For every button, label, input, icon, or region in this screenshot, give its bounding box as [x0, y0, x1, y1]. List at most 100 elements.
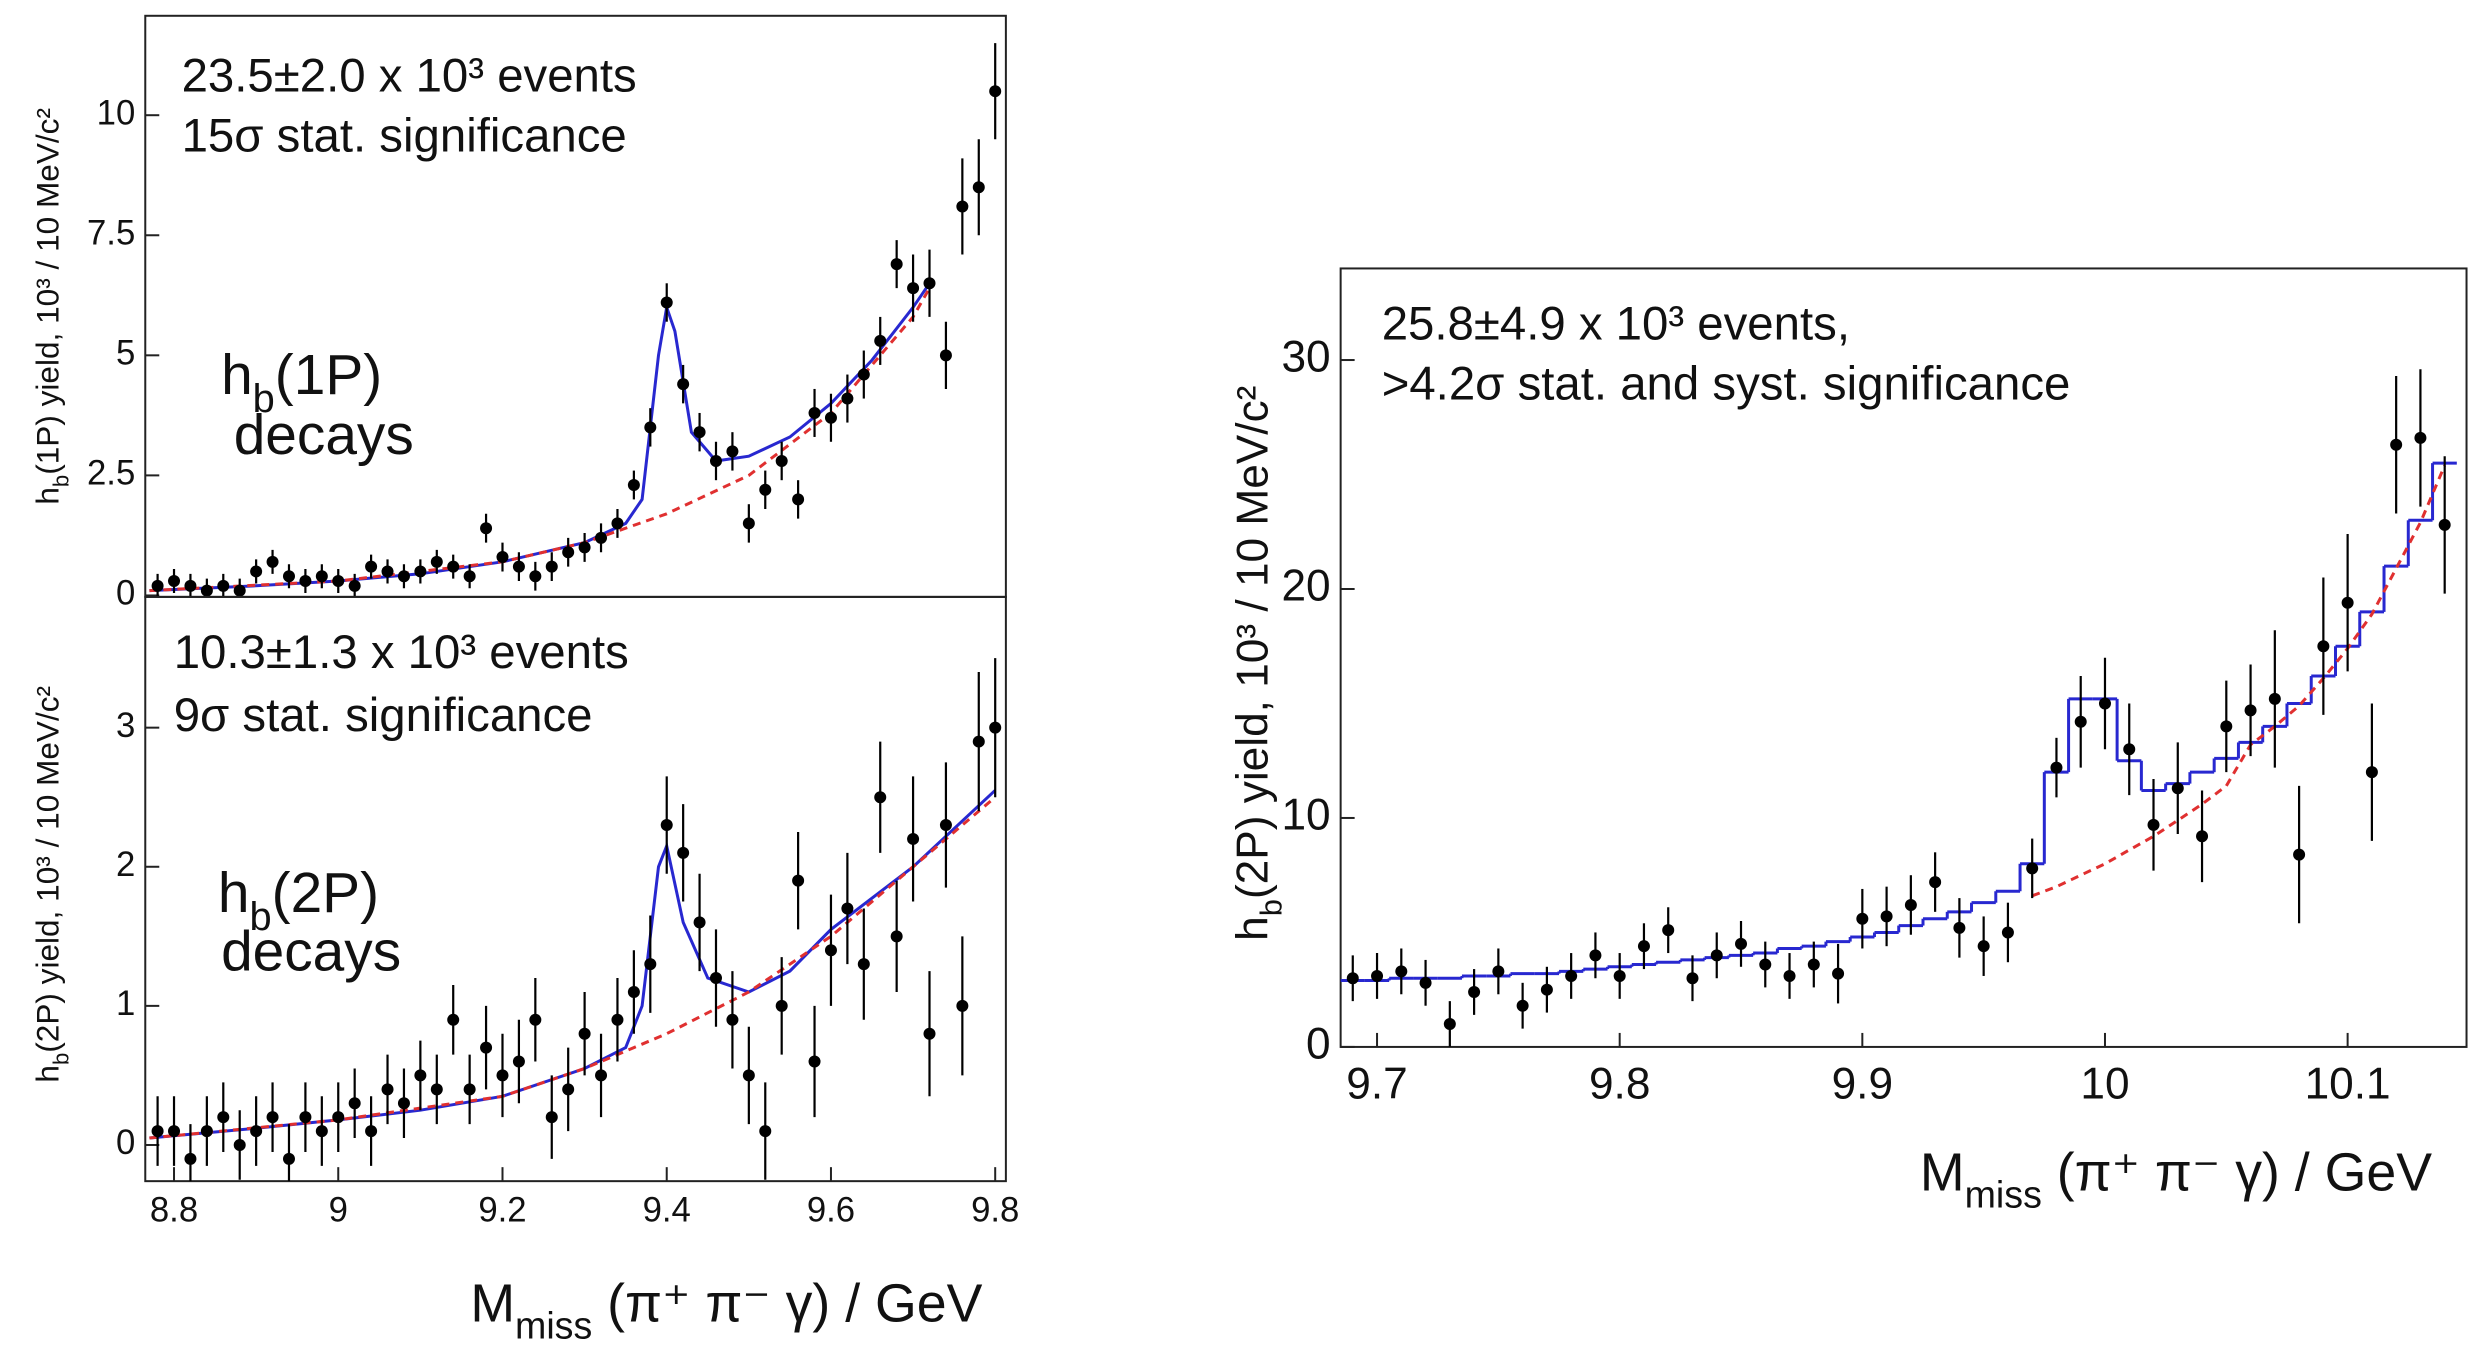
data-point [874, 334, 887, 347]
data-point [381, 565, 394, 578]
data-point [907, 832, 920, 845]
y-axis-label-sub: b [1253, 899, 1288, 916]
data-point [627, 985, 640, 998]
data-point [430, 1083, 443, 1096]
data-point [1856, 912, 1869, 925]
data-point [578, 1027, 591, 1040]
y-axis-label: hb(2P) yield, 10³ / 10 MeV/c² [30, 686, 74, 1083]
data-point [742, 517, 755, 530]
y-tick-label: 10 [1281, 791, 1330, 840]
data-point [282, 570, 295, 583]
data-point [397, 1097, 410, 1110]
data-point [447, 560, 460, 573]
data-point [1929, 876, 1942, 889]
data-point [545, 560, 558, 573]
annotation: 9σ stat. significance [174, 689, 593, 742]
data-point [545, 1111, 558, 1124]
y-tick-label: 2.5 [87, 455, 135, 493]
data-point [529, 570, 542, 583]
data-point [611, 517, 624, 530]
annotation: 23.5±2.0 x 10³ events [182, 49, 637, 102]
y-tick-label: 3 [116, 707, 135, 745]
x-tick-label: 9.4 [643, 1192, 691, 1230]
data-point [841, 392, 854, 405]
annotation: 10.3±1.3 x 10³ events [174, 626, 629, 679]
decay-label-rest: (1P) [275, 344, 382, 407]
y-tick-label: 7.5 [87, 214, 135, 252]
data-point [1589, 949, 1602, 962]
data-point [1662, 924, 1675, 937]
x-tick-label: 9.8 [971, 1192, 1019, 1230]
data-point [611, 1013, 624, 1026]
decay-label-main: h [221, 344, 253, 407]
y-tick-label: 10 [97, 94, 136, 132]
data-point [168, 575, 181, 588]
data-point [792, 874, 805, 887]
data-point [775, 999, 788, 1012]
data-point [808, 1055, 821, 1068]
y-axis-label-main: h [30, 1065, 66, 1083]
data-point [1880, 910, 1893, 923]
y-axis-label: hb(1P) yield, 10³ / 10 MeV/c² [30, 108, 74, 505]
data-point [1516, 999, 1529, 1012]
y-tick-label: 0 [116, 575, 135, 613]
y-tick-label: 0 [1306, 1020, 1331, 1069]
data-point [2196, 830, 2209, 843]
x-tick-label: 9 [329, 1192, 348, 1230]
x-axis-label-rest: (π⁺ π⁻ γ) / GeV [592, 1274, 982, 1334]
annotation: 25.8±4.9 x 10³ events, [1382, 297, 1850, 350]
data-point [726, 445, 739, 458]
data-point [1540, 983, 1553, 996]
data-point [2244, 704, 2257, 717]
data-point [972, 181, 985, 194]
y-tick-label: 30 [1281, 333, 1330, 382]
data-point [463, 570, 476, 583]
data-point [644, 958, 657, 971]
annotation: 15σ stat. significance [182, 109, 627, 162]
data-point [939, 349, 952, 362]
x-tick-label: 9.2 [478, 1192, 526, 1230]
data-point [496, 1069, 509, 1082]
x-tick-label: 10 [2080, 1059, 2129, 1108]
data-point [1468, 985, 1481, 998]
plot-area [149, 43, 1002, 597]
data-point [1443, 1018, 1456, 1031]
data-point [775, 454, 788, 467]
data-point [2317, 640, 2330, 653]
data-point [2171, 782, 2184, 795]
data-point [332, 575, 345, 588]
data-point [512, 560, 525, 573]
data-point [923, 277, 936, 290]
plot-area [149, 658, 1002, 1182]
data-point [644, 421, 657, 434]
data-point [184, 579, 197, 592]
data-point [972, 735, 985, 748]
x-axis-label: Mmiss (π⁺ π⁻ γ) / GeV [470, 1274, 982, 1345]
decay-label-sub: b [253, 376, 275, 420]
plot-frame [144, 595, 1007, 1183]
data-point [2268, 692, 2281, 705]
data-point [233, 584, 246, 597]
data-point [250, 565, 263, 578]
y-tick-label: 0 [116, 1124, 135, 1162]
data-point [1565, 969, 1578, 982]
y-tick-label: 5 [116, 334, 135, 372]
data-point [627, 478, 640, 491]
data-point [414, 1069, 427, 1082]
data-point [693, 916, 706, 929]
y-axis-label-rest: (2P) yield, 10³ / 10 MeV/c² [1228, 386, 1277, 899]
data-point [200, 1125, 213, 1138]
data-point [578, 541, 591, 554]
data-point [365, 560, 378, 573]
data-point [923, 1027, 936, 1040]
data-point [266, 555, 279, 568]
data-point [2050, 761, 2063, 774]
data-point [1783, 969, 1796, 982]
data-point [841, 902, 854, 915]
data-point [677, 846, 690, 859]
data-point [956, 200, 969, 213]
data-point [1977, 940, 1990, 953]
x-axis-label-sub: miss [515, 1304, 592, 1345]
x-tick-label: 8.8 [150, 1192, 198, 1230]
